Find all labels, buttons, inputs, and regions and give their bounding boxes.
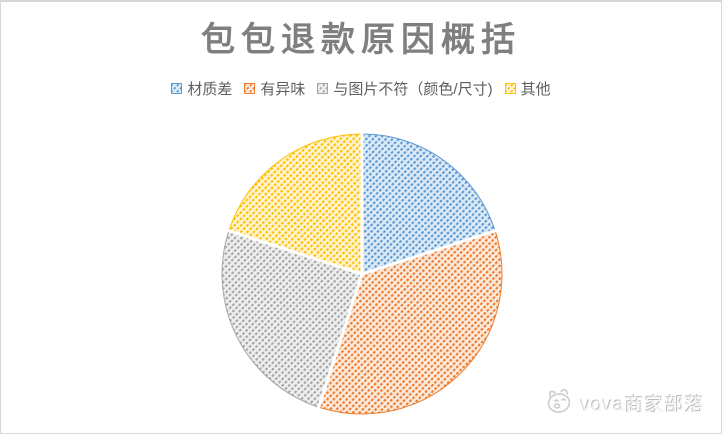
legend-label: 其他 xyxy=(520,81,551,98)
legend-item: 其他 xyxy=(504,78,551,99)
pie-slice-1 xyxy=(361,133,496,275)
watermark-text: vova商家部落 xyxy=(580,395,705,416)
pie-slice-3 xyxy=(221,230,363,408)
slice-separator xyxy=(361,228,498,276)
legend-label: 材质差 xyxy=(187,81,233,98)
legend: 材质差 有异味 与图片不符（颜色/尺寸) 其他 xyxy=(1,78,721,99)
legend-swatch-icon xyxy=(244,83,256,94)
mascot-icon xyxy=(543,386,575,421)
legend-swatch-icon xyxy=(504,83,516,94)
legend-swatch-icon xyxy=(171,83,183,94)
legend-label: 有异味 xyxy=(260,81,306,98)
slice-separator xyxy=(316,273,364,410)
legend-label: 与图片不符（颜色/尺寸) xyxy=(333,81,493,98)
legend-item: 材质差 xyxy=(171,78,232,99)
legend-item: 有异味 xyxy=(244,78,305,99)
legend-item: 与图片不符（颜色/尺寸) xyxy=(317,78,493,99)
pie-slice-4 xyxy=(228,133,363,275)
watermark: vova商家部落 xyxy=(543,386,705,421)
pie-slice-2 xyxy=(318,230,503,415)
legend-swatch-icon xyxy=(317,83,329,94)
slice-separator xyxy=(226,228,363,276)
chart-title: 包包退款原因概括 xyxy=(201,21,521,59)
